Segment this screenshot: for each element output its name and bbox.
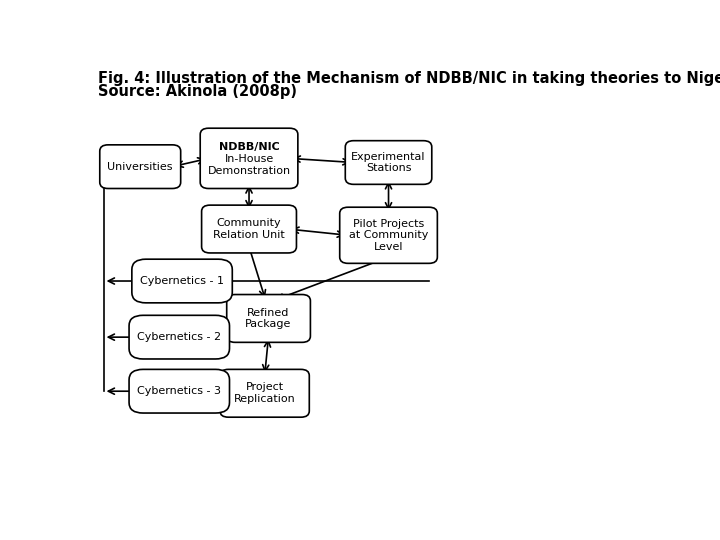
FancyBboxPatch shape	[202, 205, 297, 253]
FancyBboxPatch shape	[100, 145, 181, 188]
Text: NDBB/NIC: NDBB/NIC	[219, 141, 279, 152]
FancyBboxPatch shape	[346, 141, 432, 184]
Text: Source: Akinola (2008p): Source: Akinola (2008p)	[99, 84, 297, 98]
Text: Cybernetics - 3: Cybernetics - 3	[138, 386, 221, 396]
Text: Fig. 4: Illustration of the Mechanism of NDBB/NIC in taking theories to Nigerian: Fig. 4: Illustration of the Mechanism of…	[99, 71, 720, 86]
FancyBboxPatch shape	[132, 259, 233, 303]
FancyBboxPatch shape	[129, 315, 230, 359]
FancyBboxPatch shape	[227, 294, 310, 342]
FancyBboxPatch shape	[200, 128, 298, 188]
Text: Community
Relation Unit: Community Relation Unit	[213, 218, 285, 240]
FancyBboxPatch shape	[220, 369, 310, 417]
Text: Universities: Universities	[107, 161, 173, 172]
FancyBboxPatch shape	[340, 207, 437, 264]
Text: In-House
Demonstration: In-House Demonstration	[207, 154, 291, 176]
Text: Refined
Package: Refined Package	[246, 308, 292, 329]
Text: Project
Replication: Project Replication	[234, 382, 295, 404]
Text: Experimental
Stations: Experimental Stations	[351, 152, 426, 173]
Text: Cybernetics - 2: Cybernetics - 2	[138, 332, 221, 342]
Text: Pilot Projects
at Community
Level: Pilot Projects at Community Level	[349, 219, 428, 252]
FancyBboxPatch shape	[129, 369, 230, 413]
Text: Cybernetics - 1: Cybernetics - 1	[140, 276, 224, 286]
